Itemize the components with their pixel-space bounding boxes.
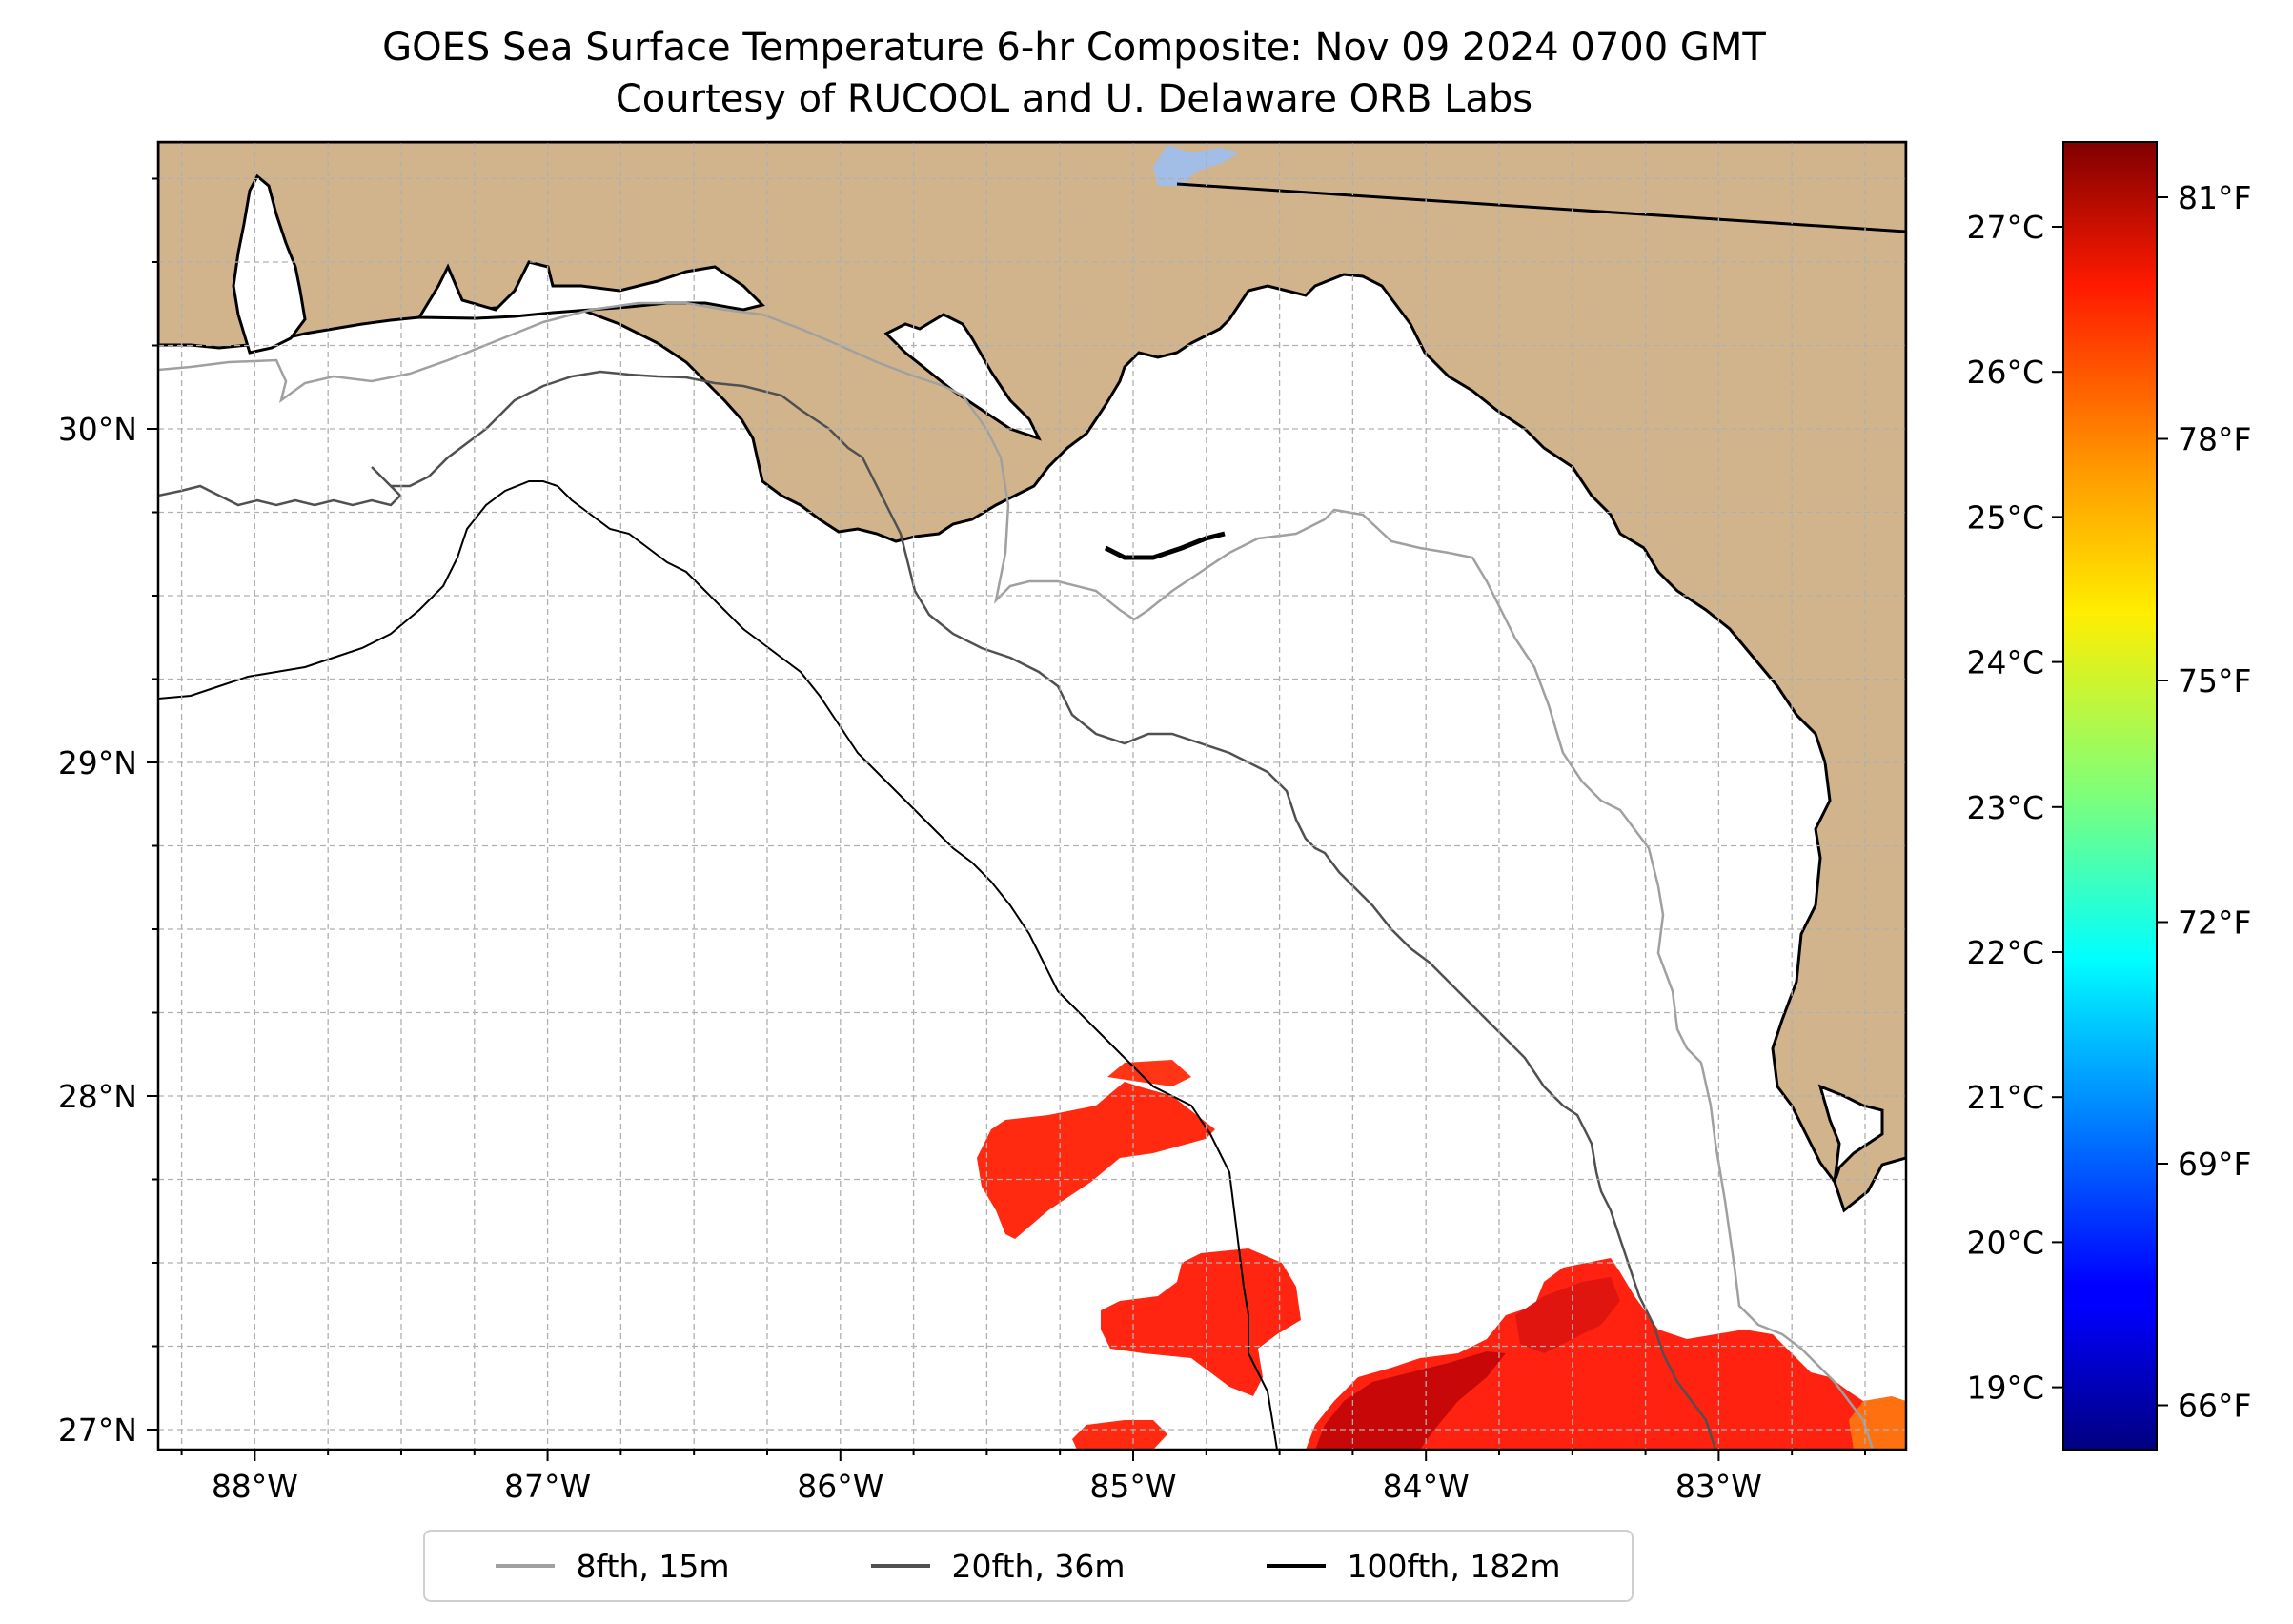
isobath-8fth <box>158 301 1875 1450</box>
lon-tick-label: 83°W <box>1675 1468 1762 1505</box>
map-axes: 88°W 87°W 86°W 85°W 84°W 83°W 27°N 28°N 29°N 30°N <box>58 177 1866 1505</box>
lon-tick-label: 85°W <box>1089 1468 1176 1505</box>
lat-tick-label: 30°N <box>58 411 137 448</box>
isobath-100fth <box>158 480 1278 1450</box>
legend-label-8fth: 8fth, 15m <box>576 1547 730 1585</box>
fahrenheit-tick-label: 81°F <box>2178 179 2251 216</box>
lon-tick-label: 87°W <box>504 1468 591 1505</box>
legend-swatch-8fth <box>496 1564 556 1568</box>
celsius-tick-label: 19°C <box>1966 1370 2044 1407</box>
map-frame <box>156 140 1908 1451</box>
celsius-tick-label: 23°C <box>1966 789 2044 826</box>
tampa-bay <box>1817 1084 1884 1183</box>
legend-item-20fth: 20fth, 36m <box>871 1548 1125 1585</box>
lake <box>1153 145 1239 186</box>
legend-item-100fth: 100fth, 182m <box>1267 1548 1560 1585</box>
state-border <box>1176 182 1906 233</box>
legend-label-100fth: 100fth, 182m <box>1347 1547 1561 1585</box>
fahrenheit-tick-label: 72°F <box>2178 904 2251 942</box>
legend-swatch-20fth <box>871 1564 931 1568</box>
celsius-tick-label: 24°C <box>1966 644 2044 681</box>
map-subtitle: Courtesy of RUCOOL and U. Delaware ORB L… <box>615 77 1533 121</box>
celsius-tick-label: 21°C <box>1966 1079 2044 1116</box>
colorbar-axes: 27°C 26°C 25°C 24°C 23°C 22°C 21°C 20°C 19°C 81°F… <box>1966 179 2251 1425</box>
legend-label-20fth: 20fth, 36m <box>951 1547 1126 1585</box>
fahrenheit-tick-label: 78°F <box>2178 421 2251 458</box>
celsius-tick-label: 26°C <box>1966 354 2044 391</box>
legend-swatch-100fth <box>1267 1564 1327 1568</box>
colorbar <box>2062 141 2158 1451</box>
celsius-tick-label: 27°C <box>1966 209 2044 246</box>
fahrenheit-tick-label: 75°F <box>2178 662 2251 700</box>
mobile-bay <box>232 173 307 355</box>
barrier-island <box>1104 531 1226 560</box>
celsius-tick-label: 22°C <box>1966 934 2044 971</box>
lat-tick-label: 28°N <box>58 1078 137 1115</box>
fahrenheit-tick-label: 66°F <box>2178 1388 2251 1425</box>
land <box>158 142 1906 1213</box>
map-title: GOES Sea Surface Temperature 6-hr Compos… <box>382 26 1766 70</box>
lon-tick-label: 86°W <box>797 1468 883 1505</box>
isobath-legend: 8fth, 15m 20fth, 36m 100fth, 182m <box>423 1530 1634 1602</box>
legend-item-8fth: 8fth, 15m <box>496 1547 730 1585</box>
celsius-tick-label: 20°C <box>1966 1224 2044 1261</box>
lat-tick-label: 27°N <box>58 1411 137 1449</box>
map-grid <box>158 142 1906 1450</box>
lon-tick-label: 84°W <box>1383 1468 1470 1505</box>
fahrenheit-tick-label: 69°F <box>2178 1146 2251 1183</box>
celsius-tick-label: 25°C <box>1966 498 2044 536</box>
lat-tick-label: 29°N <box>58 744 137 782</box>
lon-tick-label: 88°W <box>212 1468 298 1505</box>
